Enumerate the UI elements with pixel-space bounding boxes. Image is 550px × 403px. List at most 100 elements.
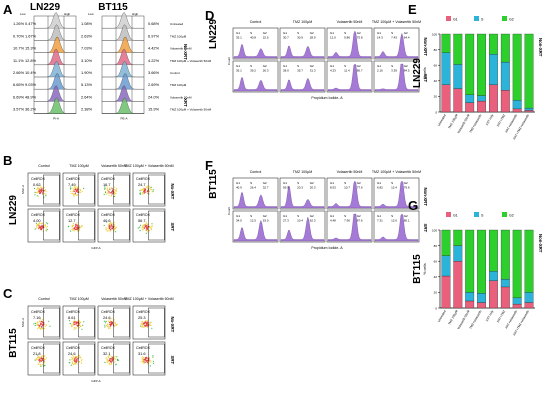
gate-value: 8.53 bbox=[330, 186, 336, 190]
scatter-point bbox=[36, 187, 39, 189]
histogram-curve bbox=[374, 63, 419, 92]
gate-box bbox=[113, 307, 130, 338]
scatter-point bbox=[114, 195, 116, 198]
gate-value: 40.8 bbox=[250, 36, 256, 40]
scatter-point bbox=[38, 190, 40, 192]
scatter-point bbox=[109, 318, 111, 320]
scatter-point bbox=[37, 227, 40, 229]
gate-name: G1 bbox=[236, 181, 240, 185]
scatter-point bbox=[70, 187, 72, 190]
scatter-point bbox=[107, 360, 109, 362]
scatter-point bbox=[34, 359, 36, 361]
condition-header: Volasertib 50nM bbox=[337, 20, 363, 24]
histogram-curve bbox=[233, 220, 278, 242]
scatter-point bbox=[35, 192, 37, 194]
panel-a-column-ln229: LN229 Low High 1.26% 0.47% 0.70% 1.67% 10.7% 15.… bbox=[13, 2, 77, 121]
scatter-point bbox=[141, 324, 143, 326]
gate-box bbox=[43, 210, 60, 241]
gate-name: G2 bbox=[263, 31, 267, 35]
scatter-point bbox=[145, 232, 147, 234]
axis-label-x: GFP-A bbox=[91, 379, 100, 383]
scatter-point bbox=[149, 359, 151, 361]
histogram-curve bbox=[34, 97, 76, 114]
scatter-point bbox=[143, 322, 145, 324]
scatter-point bbox=[142, 189, 144, 191]
scatter-point bbox=[42, 187, 44, 189]
scatter-point bbox=[41, 224, 43, 227]
scatter-point bbox=[147, 326, 149, 328]
scatter-point bbox=[71, 356, 73, 358]
scatter-point bbox=[113, 225, 115, 227]
scatter-point bbox=[109, 320, 111, 322]
scatter-point bbox=[74, 228, 76, 231]
bar-segment-s bbox=[500, 278, 510, 288]
gate-value: 22.5 bbox=[263, 36, 269, 40]
scatter-point bbox=[73, 362, 75, 364]
histogram-curve bbox=[233, 192, 278, 209]
scatter-point bbox=[145, 222, 147, 224]
scatter-point bbox=[68, 320, 71, 322]
gate-name: G2 bbox=[357, 64, 361, 68]
scatter-point bbox=[149, 187, 151, 189]
gate-name: G1 bbox=[236, 31, 240, 35]
scatter-point bbox=[73, 319, 75, 321]
scatter-point bbox=[45, 229, 47, 231]
scatter-point bbox=[82, 324, 84, 326]
scatter-point bbox=[40, 359, 42, 361]
scatter-point bbox=[41, 359, 44, 361]
scatter-point bbox=[116, 323, 118, 326]
histogram-frame bbox=[326, 210, 373, 243]
gate-name: G1 bbox=[236, 214, 240, 218]
x-tick-label: XRT only bbox=[485, 113, 495, 126]
percent-low: 0.70% bbox=[13, 33, 25, 38]
gate-value: 7.31 bbox=[377, 219, 383, 223]
scatter-point bbox=[105, 193, 107, 195]
scatter-point bbox=[139, 193, 141, 195]
x-tick-label: TMZ 100µM bbox=[447, 113, 459, 129]
row-label: Control bbox=[170, 71, 180, 75]
scatter-point bbox=[114, 194, 116, 196]
gate-box bbox=[43, 343, 60, 374]
scatter-point bbox=[115, 227, 117, 229]
y-tick-label: 100 bbox=[432, 228, 437, 232]
scatter-point bbox=[40, 323, 43, 325]
scatter-point bbox=[39, 191, 41, 193]
scatter-point bbox=[151, 225, 153, 227]
condition-header: TMZ 100µM + Volasertib 50nM bbox=[372, 20, 421, 24]
cell-line-label: LN229 bbox=[208, 19, 219, 49]
scatter-point bbox=[148, 225, 150, 228]
scatter-point bbox=[111, 363, 113, 365]
gate-name: S bbox=[391, 214, 393, 218]
scatter-point bbox=[41, 363, 44, 366]
scatter-point bbox=[149, 322, 151, 324]
gate-label: CellROX bbox=[136, 346, 151, 350]
scatter-point bbox=[104, 188, 106, 190]
bar-segment-s bbox=[477, 293, 486, 303]
row-label: Untreated bbox=[170, 22, 184, 26]
axis-label-x: PE-A bbox=[120, 117, 127, 121]
scatter-point bbox=[71, 361, 73, 363]
gate-value: 31.6 bbox=[138, 351, 146, 356]
percent-high: 2.69% bbox=[148, 82, 160, 87]
histogram-frame bbox=[326, 177, 373, 210]
scatter-point bbox=[73, 190, 75, 192]
gate-value: 4.23 bbox=[330, 69, 336, 73]
scatter-point bbox=[72, 190, 74, 192]
scatter-point bbox=[74, 323, 76, 326]
condition-header: Control bbox=[38, 297, 50, 301]
legend-label: S bbox=[481, 18, 484, 22]
scatter-point bbox=[45, 226, 47, 228]
scatter-point bbox=[44, 325, 46, 328]
gate-name: G1 bbox=[377, 64, 381, 68]
histogram-frame bbox=[232, 210, 279, 243]
scatter-point bbox=[104, 326, 106, 328]
gate-name: G2 bbox=[357, 31, 361, 35]
gate-value: 7.90 bbox=[344, 219, 350, 223]
scatter-point bbox=[71, 325, 73, 327]
scatter-point bbox=[107, 227, 109, 229]
scatter-point bbox=[114, 322, 116, 325]
percent-low: 2.38% bbox=[81, 107, 93, 112]
scatter-point bbox=[74, 358, 76, 360]
scatter-point bbox=[37, 321, 39, 323]
scatter-point bbox=[142, 226, 144, 228]
